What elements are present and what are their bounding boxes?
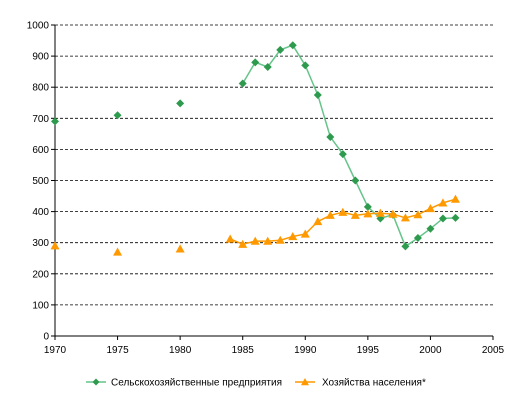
- data-point-diamond: [438, 214, 447, 223]
- data-point-triangle: [363, 209, 373, 218]
- data-point-triangle: [238, 239, 248, 248]
- data-point-diamond: [338, 150, 347, 159]
- data-point-triangle: [50, 241, 60, 250]
- data-point-triangle: [113, 247, 123, 256]
- y-tick-labels: 0 100 200 300 400 500 600 700 800 900 1000: [27, 21, 50, 343]
- data-point-triangle: [413, 210, 423, 219]
- axes: [54, 25, 494, 340]
- data-point-triangle: [350, 210, 360, 219]
- y-tick-label: 800: [32, 83, 49, 94]
- data-point-diamond: [288, 41, 297, 50]
- series-0: [51, 41, 460, 251]
- data-point-diamond: [176, 99, 185, 108]
- legend-diamond-marker: [92, 378, 100, 386]
- data-point-triangle: [288, 231, 298, 241]
- data-point-diamond: [313, 90, 322, 99]
- y-tick-label: 400: [32, 207, 49, 218]
- data-point-diamond: [113, 111, 122, 120]
- data-point-triangle: [338, 207, 348, 216]
- legend: Сельскохозяйственные предприятия Хозяйст…: [86, 378, 426, 389]
- data-point-triangle: [438, 198, 448, 207]
- legend-item-agricultural-enterprises: Сельскохозяйственные предприятия: [86, 378, 282, 389]
- x-tick-label: 1980: [169, 345, 192, 356]
- data-point-diamond: [426, 224, 435, 233]
- data-point-diamond: [276, 45, 285, 54]
- x-tick-label: 1970: [44, 345, 67, 356]
- data-point-triangle: [175, 244, 185, 253]
- data-point-diamond: [401, 242, 410, 251]
- legend-item-households: Хозяйства населения*: [295, 378, 426, 389]
- data-point-triangle: [375, 208, 385, 217]
- data-point-triangle: [450, 194, 460, 203]
- data-point-triangle: [263, 236, 273, 245]
- data-point-diamond: [451, 213, 460, 222]
- x-tick-label: 1975: [106, 345, 129, 356]
- series-1: [50, 194, 460, 256]
- data-point-diamond: [251, 58, 260, 67]
- data-point-triangle: [250, 236, 260, 245]
- data-point-triangle: [225, 234, 235, 243]
- x-tick-label: 2000: [419, 345, 442, 356]
- y-tick-label: 500: [32, 176, 49, 187]
- y-tick-label: 300: [32, 238, 49, 249]
- data-point-triangle: [425, 203, 435, 213]
- x-tick-label: 1985: [232, 345, 255, 356]
- y-tick-label: 900: [32, 52, 49, 63]
- gridlines: [51, 24, 493, 337]
- series-line: [229, 198, 456, 246]
- data-point-diamond: [363, 202, 372, 211]
- x-tick-label: 1995: [357, 345, 380, 356]
- x-tick-label: 1990: [294, 345, 317, 356]
- y-tick-label: 0: [43, 332, 49, 343]
- data-point-triangle: [325, 210, 335, 219]
- data-point-triangle: [300, 229, 310, 238]
- data-point-diamond: [238, 79, 247, 88]
- data-point-diamond: [263, 62, 272, 71]
- series-layer: [50, 41, 460, 256]
- y-tick-label: 600: [32, 145, 49, 156]
- data-point-triangle: [400, 213, 410, 222]
- data-point-diamond: [413, 234, 422, 243]
- series-line: [242, 44, 456, 248]
- y-tick-label: 1000: [27, 21, 50, 32]
- data-point-diamond: [301, 61, 310, 70]
- x-tick-labels: 1970 1975 1980 1985 1990 1995 2000 2005: [44, 345, 505, 356]
- legend-label-households: Хозяйства населения*: [322, 378, 426, 389]
- legend-label-agricultural-enterprises: Сельскохозяйственные предприятия: [111, 378, 282, 389]
- data-point-diamond: [51, 117, 59, 126]
- data-point-diamond: [326, 132, 335, 141]
- data-point-triangle: [388, 209, 398, 218]
- legend-triangle-marker: [301, 378, 309, 386]
- y-tick-label: 100: [32, 300, 49, 311]
- data-point-triangle: [275, 235, 285, 244]
- data-point-diamond: [351, 176, 360, 185]
- y-tick-label: 700: [32, 114, 49, 125]
- y-tick-label: 200: [32, 269, 49, 280]
- data-point-triangle: [313, 217, 323, 226]
- x-tick-label: 2005: [482, 345, 505, 356]
